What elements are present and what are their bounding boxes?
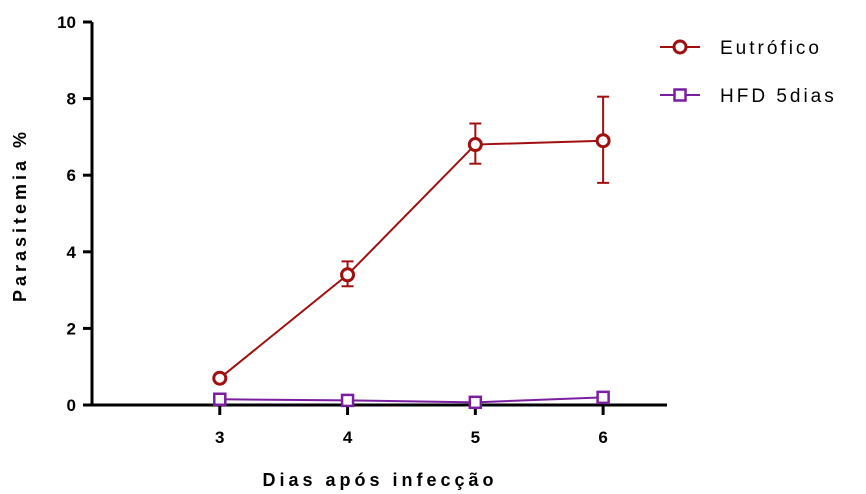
y-tick-label: 0	[67, 396, 76, 415]
legend-item: Eutrófico	[660, 38, 822, 59]
legend-marker	[672, 39, 688, 55]
series	[212, 95, 611, 410]
y-axis-title: Parasitemia %	[10, 128, 30, 302]
series-1	[212, 95, 611, 386]
data-point	[468, 395, 483, 410]
data-point	[467, 137, 483, 153]
data-point	[212, 370, 228, 386]
data-point	[213, 392, 227, 407]
x-axis-title: Dias após infecção	[262, 470, 497, 490]
series-2	[213, 390, 610, 410]
x-tick-label: 6	[598, 428, 607, 447]
series-line	[219, 139, 604, 379]
data-point	[595, 133, 611, 149]
x-tick-label: 5	[471, 428, 480, 447]
data-point	[340, 393, 355, 408]
legend: Eutrófico HFD 5dias	[660, 38, 837, 107]
y-tick-label: 2	[67, 319, 76, 338]
y-tick-label: 4	[67, 243, 77, 262]
data-point	[596, 390, 610, 405]
x-tick-label: 4	[343, 428, 353, 447]
axes	[90, 22, 667, 407]
y-tick-label: 8	[67, 90, 76, 109]
legend-item: HFD 5dias	[660, 86, 837, 107]
series-line	[219, 396, 604, 404]
y-ticks: 0 2 4 6 8 10	[57, 13, 92, 415]
legend-label: Eutrófico	[720, 38, 822, 59]
legend-marker	[673, 88, 687, 102]
x-ticks: 3 4 5 6	[215, 405, 608, 447]
x-tick-label: 3	[215, 428, 224, 447]
y-tick-label: 10	[57, 13, 76, 32]
y-tick-label: 6	[67, 166, 76, 185]
data-point	[340, 267, 356, 283]
legend-label: HFD 5dias	[720, 86, 837, 107]
